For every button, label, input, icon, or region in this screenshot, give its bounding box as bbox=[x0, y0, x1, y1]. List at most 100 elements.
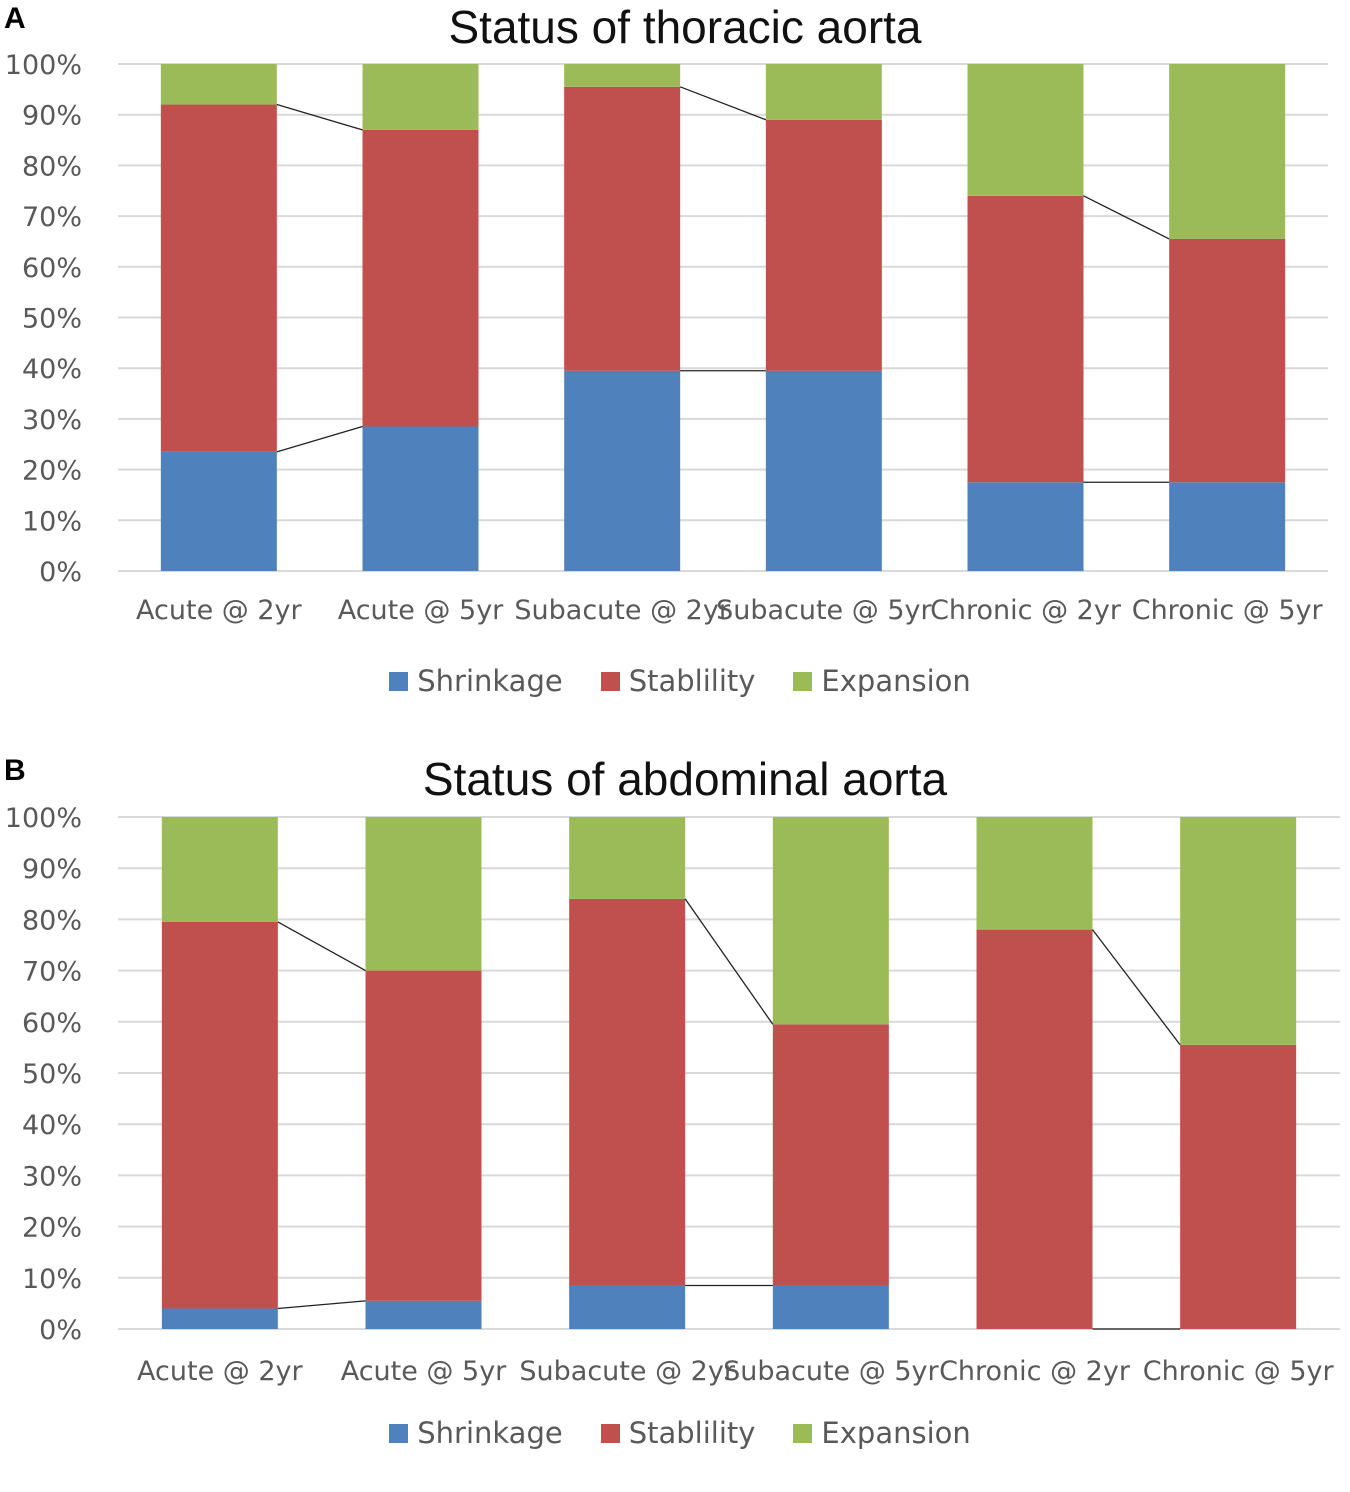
legend-label: Shrinkage bbox=[417, 1416, 563, 1450]
x-tick-label: Chronic @ 2yr bbox=[939, 1356, 1131, 1387]
bar-segment-stablility bbox=[569, 898, 686, 1286]
bar-segment-expansion bbox=[1180, 817, 1297, 1045]
legend: Shrinkage Stablility Expansion bbox=[0, 664, 1350, 698]
bar-segment-expansion bbox=[1169, 64, 1286, 239]
bar-segment-stablility bbox=[976, 929, 1093, 1329]
bar-segment-expansion bbox=[362, 64, 479, 130]
bar-segment-stablility bbox=[160, 104, 277, 452]
bar-segment-stablility bbox=[1180, 1044, 1297, 1329]
bar-segment-expansion bbox=[765, 64, 882, 120]
y-tick-label: 70% bbox=[22, 202, 82, 233]
y-tick-label: 10% bbox=[22, 506, 82, 537]
bar-segment-stablility bbox=[1169, 238, 1286, 483]
bar-segment-expansion bbox=[967, 64, 1084, 196]
series-connector-line bbox=[1083, 195, 1170, 240]
bar-segment-stablility bbox=[564, 86, 681, 371]
bar-segment-shrinkage bbox=[161, 1308, 278, 1329]
bar-segment-stablility bbox=[772, 1024, 889, 1286]
y-tick-label: 10% bbox=[22, 1264, 82, 1295]
x-tick-label: Acute @ 2yr bbox=[136, 595, 302, 626]
bar-segment-stablility bbox=[967, 195, 1084, 483]
bar-segment-shrinkage bbox=[569, 1285, 686, 1329]
series-connector-line bbox=[276, 103, 363, 131]
bar-segment-stablility bbox=[765, 119, 882, 371]
y-tick-label: 60% bbox=[22, 1008, 82, 1039]
legend-item-expansion: Expansion bbox=[793, 1416, 971, 1450]
y-tick-label: 70% bbox=[22, 957, 82, 988]
legend: Shrinkage Stablility Expansion bbox=[0, 1416, 1350, 1450]
x-tick-label: Subacute @ 2yr bbox=[519, 1356, 735, 1387]
bar-segment-expansion bbox=[569, 817, 686, 899]
x-tick-label: Acute @ 5yr bbox=[341, 1356, 507, 1387]
y-tick-label: 40% bbox=[22, 1110, 82, 1141]
legend-swatch bbox=[793, 1423, 813, 1443]
legend-swatch bbox=[389, 1423, 409, 1443]
bar-segment-shrinkage bbox=[160, 451, 277, 571]
x-tick-label: Chronic @ 5yr bbox=[1143, 1356, 1335, 1387]
x-tick-label: Acute @ 5yr bbox=[338, 595, 504, 626]
y-tick-label: 50% bbox=[22, 1059, 82, 1090]
series-connector-line bbox=[276, 425, 363, 453]
y-tick-label: 0% bbox=[39, 1315, 82, 1346]
series-connector-line bbox=[277, 1300, 366, 1310]
legend-label: Expansion bbox=[821, 664, 971, 698]
y-tick-label: 60% bbox=[22, 253, 82, 284]
panel-label: B bbox=[4, 754, 26, 787]
chart-title: Status of abdominal aorta bbox=[422, 753, 948, 805]
legend-item-shrinkage: Shrinkage bbox=[389, 1416, 563, 1450]
panel-label: A bbox=[4, 2, 26, 35]
bar-segment-shrinkage bbox=[362, 426, 479, 571]
bar-segment-shrinkage bbox=[772, 1285, 889, 1329]
x-tick-label: Acute @ 2yr bbox=[137, 1356, 303, 1387]
bar-segment-shrinkage bbox=[365, 1300, 482, 1329]
y-tick-label: 50% bbox=[22, 304, 82, 335]
legend-swatch bbox=[600, 1423, 620, 1443]
y-tick-label: 40% bbox=[22, 354, 82, 385]
legend-label: Stablility bbox=[628, 1416, 756, 1450]
bar-segment-expansion bbox=[365, 817, 482, 971]
x-tick-label: Subacute @ 2yr bbox=[514, 595, 730, 626]
chart-title: Status of thoracic aorta bbox=[448, 1, 922, 53]
bar-segment-expansion bbox=[160, 64, 277, 105]
legend-item-stability: Stablility bbox=[600, 1416, 756, 1450]
bar-segment-expansion bbox=[976, 817, 1093, 930]
x-tick-label: Chronic @ 5yr bbox=[1132, 595, 1324, 626]
chart-panel-b: B Status of abdominal aorta 0% 10% 20% 30% 4… bbox=[0, 752, 1350, 1492]
y-tick-label: 100% bbox=[5, 803, 82, 834]
legend-swatch bbox=[600, 671, 620, 691]
y-tick-label: 30% bbox=[22, 405, 82, 436]
legend-swatch bbox=[793, 671, 813, 691]
x-tick-label: Chronic @ 2yr bbox=[930, 595, 1122, 626]
y-tick-label: 20% bbox=[22, 456, 82, 487]
chart-plot: 0% 10% 20% 30% 40% 50% 60% 70% 80% 90% 100% Acute @… bbox=[5, 50, 1328, 626]
y-tick-label: 100% bbox=[5, 50, 82, 81]
y-tick-label: 20% bbox=[22, 1213, 82, 1244]
bar-segment-expansion bbox=[772, 817, 889, 1025]
legend-label: Shrinkage bbox=[417, 664, 563, 698]
y-tick-label: 90% bbox=[22, 854, 82, 885]
bar-segment-stablility bbox=[365, 970, 482, 1301]
legend-item-stability: Stablility bbox=[600, 664, 756, 698]
legend-swatch bbox=[389, 671, 409, 691]
y-tick-label: 30% bbox=[22, 1161, 82, 1192]
bar-segment-stablility bbox=[362, 129, 479, 427]
bar-segment-expansion bbox=[161, 817, 278, 922]
y-tick-label: 80% bbox=[22, 905, 82, 936]
y-tick-label: 0% bbox=[39, 557, 82, 588]
series-connector-line bbox=[1091, 929, 1181, 1046]
legend-item-expansion: Expansion bbox=[793, 664, 971, 698]
chart-plot: 0% 10% 20% 30% 40% 50% 60% 70% 80% 90% 100% Acute @… bbox=[5, 803, 1340, 1387]
y-tick-label: 90% bbox=[22, 101, 82, 132]
bar-segment-shrinkage bbox=[967, 482, 1084, 571]
series-connector-line bbox=[277, 921, 366, 972]
legend-item-shrinkage: Shrinkage bbox=[389, 664, 563, 698]
bar-segment-stablility bbox=[161, 921, 278, 1309]
legend-label: Stablility bbox=[628, 664, 756, 698]
bar-segment-shrinkage bbox=[765, 370, 882, 571]
bar-segment-expansion bbox=[564, 64, 681, 87]
bar-segment-shrinkage bbox=[564, 370, 681, 571]
series-connector-line bbox=[679, 86, 767, 121]
chart-panel-a: A Status of thoracic aorta 0% 10% 20% 30% 40… bbox=[0, 0, 1350, 740]
x-tick-label: Subacute @ 5yr bbox=[716, 595, 932, 626]
series-connector-line bbox=[684, 898, 774, 1025]
